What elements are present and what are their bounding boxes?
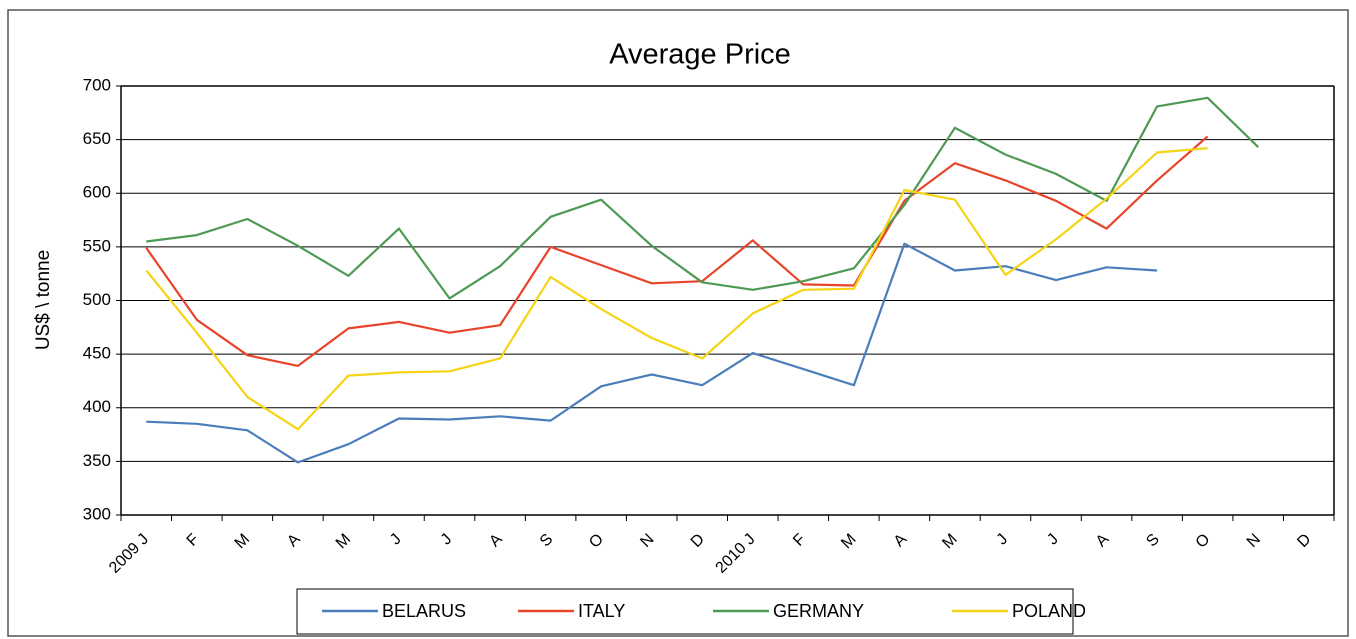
y-tick-label: 300 (83, 504, 111, 523)
data-line (146, 96, 1259, 300)
legend-label: POLAND (1012, 601, 1086, 621)
legend: BELARUS ITALY GERMANY POLAND (322, 601, 1086, 621)
y-tick-label: 400 (83, 397, 111, 416)
y-tick-label: 500 (83, 290, 111, 309)
y-tick-label: 450 (83, 344, 111, 363)
y-tick-label: 600 (83, 183, 111, 202)
y-tick-label: 350 (83, 451, 111, 470)
legend-label: ITALY (578, 601, 625, 621)
legend-label: BELARUS (382, 601, 466, 621)
y-tick-label: 650 (83, 129, 111, 148)
chart-title: Average Price (609, 39, 791, 71)
data-line (146, 242, 1158, 464)
data-line (145, 147, 1208, 431)
data-line (145, 135, 1209, 367)
y-tick-label: 550 (83, 236, 111, 255)
legend-label: GERMANY (773, 601, 864, 621)
y-axis-label: US$ \ tonne (33, 250, 54, 350)
legend-box (296, 588, 1074, 635)
y-tick-label: 700 (83, 75, 111, 94)
